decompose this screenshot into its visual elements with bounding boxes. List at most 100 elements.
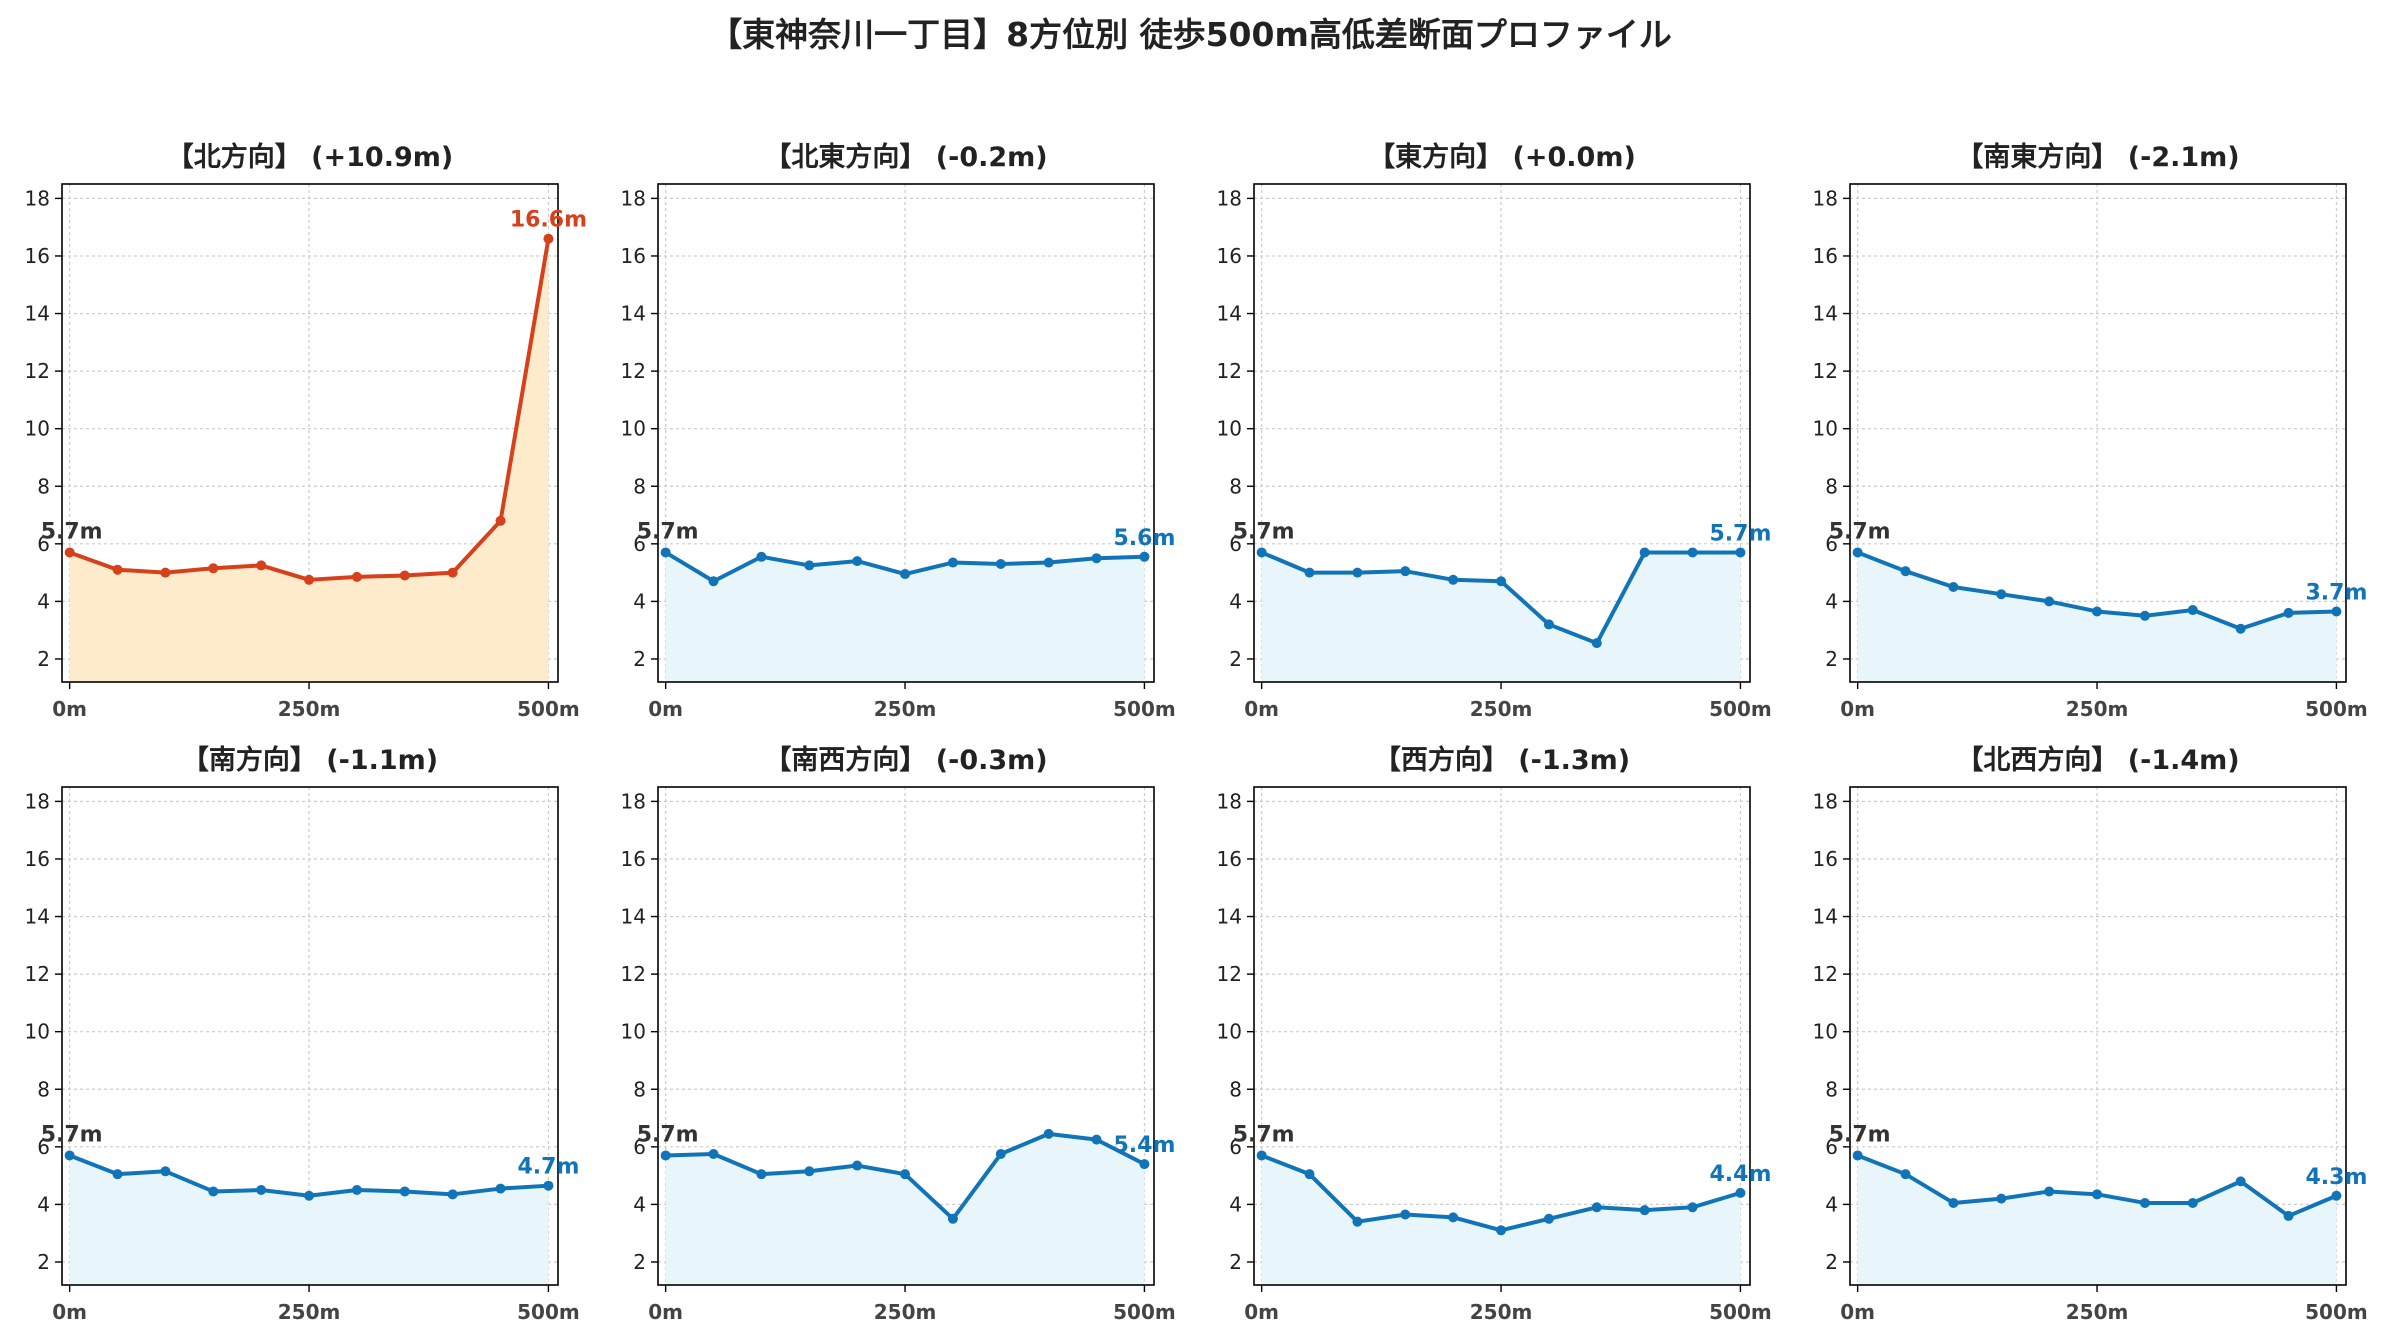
data-point <box>208 1186 219 1197</box>
y-tick-label: 6 <box>37 1135 50 1159</box>
plot-frame <box>657 786 1155 1286</box>
y-tick-label: 2 <box>37 647 50 671</box>
data-point <box>995 558 1006 569</box>
panel-title: 【西方向】 (-1.3m) <box>1374 744 1630 776</box>
y-tick-label: 8 <box>633 474 646 498</box>
y-tick-label: 6 <box>1229 1135 1242 1159</box>
y-tick-label: 8 <box>37 474 50 498</box>
end-value-label: 4.4m <box>1709 1162 1771 1187</box>
data-point <box>1900 566 1911 577</box>
y-tick-label: 8 <box>1825 1077 1838 1101</box>
x-tick-label: 0m <box>1244 697 1279 721</box>
x-tick-label: 250m <box>278 697 341 721</box>
data-point <box>1900 1169 1911 1180</box>
data-point <box>1139 551 1150 562</box>
y-tick-label: 4 <box>1229 1192 1242 1216</box>
chart-panel: 【南西方向】 (-0.3m) 2 4 6 8 10 12 14 16 18 0m 250m 500m 5.… <box>621 744 1176 1324</box>
data-point <box>900 569 911 580</box>
data-point <box>2283 607 2294 618</box>
data-point <box>1852 547 1863 558</box>
x-tick-label: 500m <box>517 697 580 721</box>
data-point <box>543 233 554 244</box>
y-tick-label: 12 <box>1217 359 1242 383</box>
data-point <box>660 547 671 558</box>
x-tick-label: 0m <box>648 1300 683 1324</box>
end-value-label: 3.7m <box>2305 580 2367 605</box>
panel-title: 【北方向】 (+10.9m) <box>167 141 453 173</box>
data-point <box>1256 547 1267 558</box>
y-tick-label: 10 <box>1217 417 1242 441</box>
chart-panel: 【北西方向】 (-1.4m) 2 4 6 8 10 12 14 16 18 0m 250m 500m 5.… <box>1813 744 2368 1324</box>
data-point <box>1543 619 1554 630</box>
data-point <box>1304 567 1315 578</box>
y-tick-label: 12 <box>1217 962 1242 986</box>
start-value-label: 5.7m <box>637 1122 699 1147</box>
y-tick-label: 14 <box>25 905 50 929</box>
plot-frame <box>1253 786 1751 1286</box>
data-point <box>947 1213 958 1224</box>
y-tick-label: 18 <box>25 186 50 210</box>
panel-title: 【南西方向】 (-0.3m) <box>764 744 1047 776</box>
data-point <box>351 1185 362 1196</box>
y-tick-label: 10 <box>621 1020 646 1044</box>
y-tick-label: 10 <box>25 417 50 441</box>
end-value-label: 5.7m <box>1709 521 1771 546</box>
x-tick-label: 0m <box>1840 1300 1875 1324</box>
y-tick-label: 16 <box>25 244 50 268</box>
chart-panel: 【北方向】 (+10.9m) 2 4 6 8 10 12 14 16 18 0m 250m 500m 5.… <box>25 141 587 721</box>
data-point <box>804 1166 815 1177</box>
data-point <box>1639 547 1650 558</box>
data-point <box>1496 576 1507 587</box>
end-value-label: 5.4m <box>1113 1133 1175 1158</box>
data-point <box>1304 1169 1315 1180</box>
y-tick-label: 2 <box>633 1250 646 1274</box>
y-tick-label: 2 <box>1229 647 1242 671</box>
data-point <box>2283 1210 2294 1221</box>
plot-frame <box>657 183 1155 683</box>
data-point <box>160 567 171 578</box>
y-tick-label: 4 <box>1825 589 1838 613</box>
y-tick-label: 12 <box>621 962 646 986</box>
x-tick-label: 500m <box>517 1300 580 1324</box>
data-point <box>2092 606 2103 617</box>
chart-panel: 【南東方向】 (-2.1m) 2 4 6 8 10 12 14 16 18 0m 250m 500m 5.… <box>1813 141 2368 721</box>
data-point <box>708 1149 719 1160</box>
panel-title: 【南方向】 (-1.1m) <box>182 744 438 776</box>
data-point <box>756 1169 767 1180</box>
y-tick-label: 10 <box>1813 1020 1838 1044</box>
y-tick-label: 6 <box>37 532 50 556</box>
data-point <box>1639 1205 1650 1216</box>
data-point <box>160 1166 171 1177</box>
data-point <box>208 563 219 574</box>
page-title: 【東神奈川一丁目】8方位別 徒歩500m高低差断面プロファイル <box>709 15 1672 54</box>
y-tick-label: 16 <box>1217 244 1242 268</box>
y-tick-label: 8 <box>1229 474 1242 498</box>
data-point <box>1352 1216 1363 1227</box>
end-value-label: 5.6m <box>1113 526 1175 551</box>
x-tick-label: 250m <box>1470 697 1533 721</box>
y-tick-label: 4 <box>1825 1192 1838 1216</box>
data-point <box>756 551 767 562</box>
y-tick-label: 10 <box>621 417 646 441</box>
data-point <box>2187 605 2198 616</box>
end-value-label: 4.3m <box>2305 1165 2367 1190</box>
y-tick-label: 16 <box>621 847 646 871</box>
end-value-label: 16.6m <box>510 208 587 233</box>
y-tick-label: 12 <box>25 359 50 383</box>
y-tick-label: 10 <box>1813 417 1838 441</box>
x-tick-label: 500m <box>1709 697 1772 721</box>
plot-frame <box>61 786 559 1286</box>
y-tick-label: 16 <box>1217 847 1242 871</box>
data-point <box>660 1150 671 1161</box>
panel-title: 【東方向】 (+0.0m) <box>1368 141 1636 173</box>
x-tick-label: 250m <box>874 697 937 721</box>
data-point <box>256 560 267 571</box>
data-point <box>543 1180 554 1191</box>
chart-panel: 【南方向】 (-1.1m) 2 4 6 8 10 12 14 16 18 0m 250m 500m 5.7… <box>25 744 580 1324</box>
y-tick-label: 12 <box>621 359 646 383</box>
start-value-label: 5.7m <box>1829 519 1891 544</box>
y-tick-label: 14 <box>1813 905 1838 929</box>
x-tick-label: 250m <box>2066 697 2129 721</box>
x-tick-label: 500m <box>2305 697 2368 721</box>
data-point <box>1687 547 1698 558</box>
